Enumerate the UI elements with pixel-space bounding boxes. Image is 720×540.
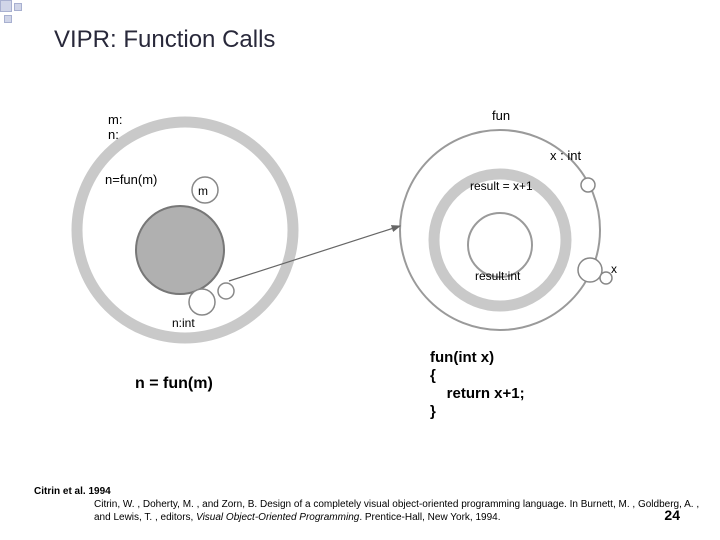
slide-title: VIPR: Function Calls bbox=[54, 26, 275, 54]
vipr-diagram-svg: m: n: n=fun(m) m n:int fun result = x+1 … bbox=[50, 80, 670, 420]
caption-left: n = fun(m) bbox=[135, 375, 213, 392]
label-fun: fun bbox=[492, 108, 510, 123]
caption-right-3: } bbox=[430, 403, 436, 420]
left-small-bot bbox=[189, 289, 215, 315]
right-small-top bbox=[581, 178, 595, 192]
right-inner-circle bbox=[468, 213, 532, 277]
citation-authors: Citrin et al. 1994 bbox=[34, 485, 710, 498]
citation-block: Citrin et al. 1994 Citrin, W. , Doherty,… bbox=[34, 485, 710, 524]
label-x-small: x bbox=[611, 262, 617, 276]
citation-italic: Visual Object-Oriented Programming bbox=[196, 512, 359, 523]
caption-right-1: { bbox=[430, 367, 436, 384]
corner-decoration bbox=[0, 0, 28, 26]
citation-body: Citrin, W. , Doherty, M. , and Zorn, B. … bbox=[34, 498, 710, 524]
right-small-mid2 bbox=[600, 272, 612, 284]
label-n: n: bbox=[108, 127, 119, 142]
right-small-mid bbox=[578, 258, 602, 282]
page-number: 24 bbox=[664, 506, 680, 524]
label-n-int: n:int bbox=[172, 316, 195, 330]
caption-right-2: return x+1; bbox=[430, 385, 525, 402]
left-small-bot2 bbox=[218, 283, 234, 299]
citation-suffix: . Prentice-Hall, New York, 1994. bbox=[359, 512, 500, 523]
label-m-inner: m bbox=[198, 184, 208, 198]
label-m: m: bbox=[108, 112, 122, 127]
label-result-eq: result = x+1 bbox=[470, 179, 533, 193]
label-result-int: result:int bbox=[475, 269, 521, 283]
label-eq-left: n=fun(m) bbox=[105, 172, 157, 187]
diagram: m: n: n=fun(m) m n:int fun result = x+1 … bbox=[50, 80, 670, 420]
caption-right-0: fun(int x) bbox=[430, 349, 494, 366]
label-x-int: x : int bbox=[550, 148, 581, 163]
left-inner-circle bbox=[136, 206, 224, 294]
